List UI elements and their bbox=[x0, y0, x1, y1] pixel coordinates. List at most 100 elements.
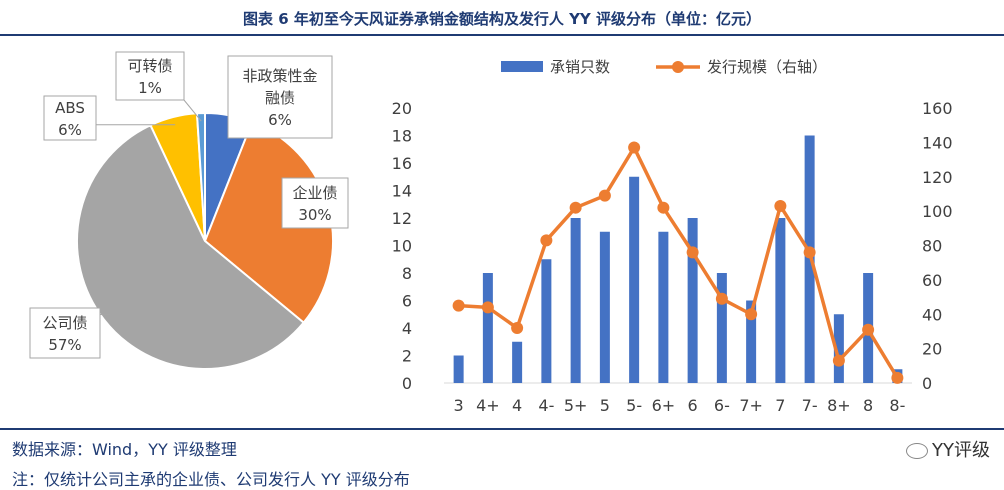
bar-2 bbox=[512, 341, 523, 383]
x-tick-14: 8 bbox=[863, 396, 873, 415]
combo-chart: 承销只数 发行规模（右轴） 0 2 4 6 8 10 12 14 16 18 20 0 20 40 60 80… bbox=[392, 58, 953, 415]
line-point-12 bbox=[803, 246, 816, 259]
pie-label-box-1 bbox=[281, 177, 349, 229]
line-series-scale bbox=[458, 145, 899, 379]
pie-label-percent-2: 57% bbox=[48, 336, 81, 354]
y-left-tick-9: 18 bbox=[392, 127, 412, 146]
y-right-tick-0: 0 bbox=[922, 374, 932, 393]
y-right-tick-6: 120 bbox=[922, 168, 953, 187]
y-left-tick-2: 4 bbox=[402, 319, 412, 338]
bar-7 bbox=[658, 231, 669, 383]
brand-label: YY评级 bbox=[932, 440, 990, 461]
bar-10 bbox=[746, 300, 757, 383]
line-point-0 bbox=[452, 299, 465, 312]
legend-bar-swatch bbox=[501, 61, 543, 72]
pie-label-box-2 bbox=[29, 307, 101, 359]
y-left-tick-4: 8 bbox=[402, 264, 412, 283]
bar-5 bbox=[599, 231, 610, 383]
x-tick-3: 4- bbox=[538, 396, 554, 415]
y-right-tick-5: 100 bbox=[922, 202, 953, 221]
bar-6 bbox=[629, 176, 640, 383]
y-right-tick-3: 60 bbox=[922, 271, 942, 290]
pie-slice-4 bbox=[195, 111, 206, 242]
line-point-7 bbox=[657, 201, 670, 214]
y-right-tick-4: 80 bbox=[922, 237, 942, 256]
bar-0 bbox=[453, 355, 464, 383]
line-point-8 bbox=[686, 246, 699, 259]
x-tick-2: 4 bbox=[512, 396, 522, 415]
pie-label-box-3 bbox=[43, 95, 97, 141]
line-point-4 bbox=[569, 201, 582, 214]
pie-label-name-0-0: 非政策性金 bbox=[242, 67, 317, 85]
pie-label-box-0 bbox=[227, 55, 333, 139]
pie-label-percent-4: 1% bbox=[138, 79, 162, 97]
x-tick-1: 4+ bbox=[476, 396, 500, 415]
y-left-tick-5: 10 bbox=[392, 237, 412, 256]
y-left-tick-7: 14 bbox=[392, 182, 412, 201]
x-tick-8: 6 bbox=[688, 396, 698, 415]
x-tick-6: 5- bbox=[626, 396, 642, 415]
y-right-tick-2: 40 bbox=[922, 305, 942, 324]
line-point-10 bbox=[745, 308, 758, 321]
source-note: 数据来源：Wind，YY 评级整理 bbox=[12, 440, 237, 459]
pie-label-name-0-1: 融债 bbox=[265, 89, 295, 107]
x-tick-13: 8+ bbox=[827, 396, 851, 415]
bar-8 bbox=[687, 218, 698, 383]
line-point-15 bbox=[891, 371, 904, 384]
top-rule bbox=[0, 34, 1004, 36]
bar-3 bbox=[541, 259, 552, 383]
x-tick-7: 6+ bbox=[652, 396, 676, 415]
line-point-13 bbox=[832, 354, 845, 367]
pie-label-percent-3: 6% bbox=[58, 121, 82, 139]
pie-label-name-3: ABS bbox=[55, 99, 85, 117]
legend-line-marker bbox=[672, 61, 684, 73]
pie-label-name-2: 公司债 bbox=[42, 314, 87, 332]
bar-1 bbox=[482, 273, 493, 383]
x-tick-12: 7- bbox=[802, 396, 818, 415]
bottom-rule bbox=[0, 428, 1004, 430]
line-point-9 bbox=[715, 292, 728, 305]
line-point-11 bbox=[774, 199, 787, 212]
pie-label-box-4 bbox=[115, 51, 185, 101]
pie-label-name-1: 企业债 bbox=[292, 184, 337, 202]
footnote: 注：仅统计公司主承的企业债、公司发行人 YY 评级分布 bbox=[12, 470, 410, 489]
y-right-tick-1: 20 bbox=[922, 340, 942, 359]
bar-13 bbox=[833, 314, 844, 383]
legend-bar-label: 承销只数 bbox=[550, 58, 610, 76]
line-point-5 bbox=[598, 189, 611, 202]
y-right-tick-8: 160 bbox=[922, 99, 953, 118]
chat-bubble-icon bbox=[906, 443, 928, 459]
x-tick-10: 7+ bbox=[739, 396, 763, 415]
pie-leader-line-4 bbox=[183, 99, 202, 122]
bar-4 bbox=[570, 218, 581, 383]
bar-11 bbox=[775, 218, 786, 383]
legend-line-label: 发行规模（右轴） bbox=[707, 58, 827, 76]
line-point-3 bbox=[540, 234, 553, 247]
y-left-tick-8: 16 bbox=[392, 154, 412, 173]
x-tick-0: 3 bbox=[454, 396, 464, 415]
bar-12 bbox=[804, 135, 815, 383]
line-point-14 bbox=[862, 323, 875, 336]
y-left-tick-10: 20 bbox=[392, 99, 412, 118]
y-left-tick-1: 2 bbox=[402, 347, 412, 366]
y-left-tick-6: 12 bbox=[392, 209, 412, 228]
pie-slice-2 bbox=[76, 123, 306, 370]
x-tick-15: 8- bbox=[889, 396, 905, 415]
line-point-6 bbox=[628, 141, 641, 154]
y-left-tick-3: 6 bbox=[402, 292, 412, 311]
y-right-tick-7: 140 bbox=[922, 133, 953, 152]
pie-label-name-4: 可转债 bbox=[127, 57, 172, 75]
x-tick-9: 6- bbox=[714, 396, 730, 415]
line-point-2 bbox=[511, 322, 524, 334]
x-tick-11: 7 bbox=[775, 396, 785, 415]
line-point-1 bbox=[481, 301, 494, 314]
brand-watermark: YY评级 bbox=[906, 436, 990, 462]
pie-label-percent-1: 30% bbox=[298, 206, 331, 224]
x-tick-4: 5+ bbox=[564, 396, 588, 415]
y-left-tick-0: 0 bbox=[402, 374, 412, 393]
bar-9 bbox=[716, 273, 727, 383]
pie-label-percent-0: 6% bbox=[268, 111, 292, 129]
x-tick-5: 5 bbox=[600, 396, 610, 415]
chart-title: 图表 6 年初至今天风证券承销金额结构及发行人 YY 评级分布（单位：亿元） bbox=[242, 10, 762, 28]
